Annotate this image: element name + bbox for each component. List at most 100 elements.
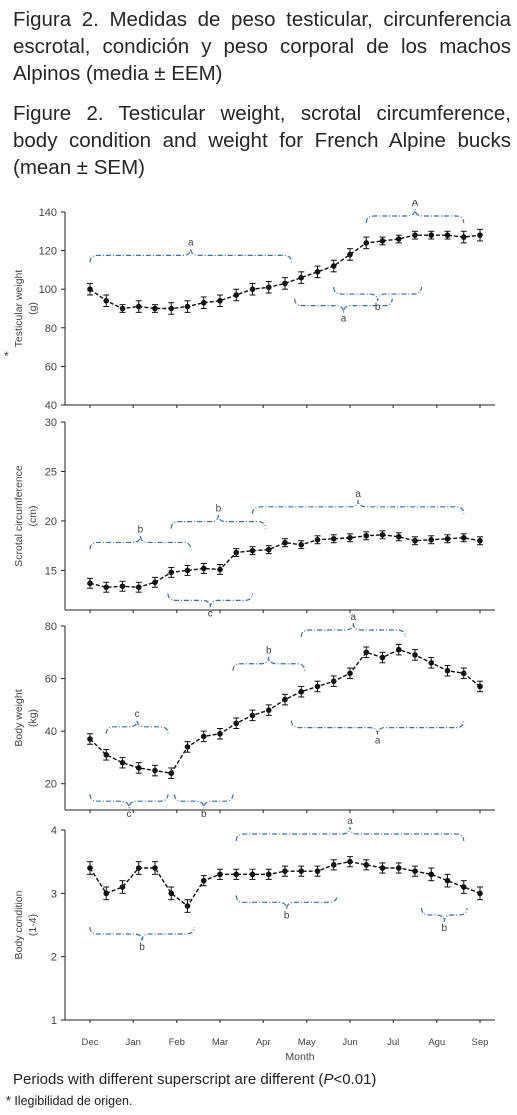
y-tick-label: 1	[51, 1015, 57, 1027]
data-point	[330, 535, 337, 542]
y-axis-unit: (cm)	[27, 506, 39, 527]
significance-brace	[235, 826, 465, 842]
y-axis-title: Body condition	[13, 890, 25, 959]
data-point	[395, 236, 402, 242]
y-tick-label: 40	[45, 400, 57, 412]
y-axis-unit: (1-4)	[27, 914, 39, 936]
data-point	[103, 297, 110, 304]
data-point	[152, 865, 158, 871]
data-point	[330, 263, 337, 269]
data-point	[298, 868, 305, 874]
data-point	[168, 569, 175, 576]
data-point	[168, 770, 175, 776]
data-point	[379, 238, 386, 244]
data-point	[379, 532, 386, 538]
y-tick-label: 30	[45, 417, 57, 429]
significance-brace	[290, 720, 465, 735]
data-point	[184, 303, 191, 310]
significance-brace	[420, 907, 468, 923]
brace-label: a	[188, 237, 194, 248]
data-point	[265, 284, 272, 291]
data-point	[119, 305, 126, 312]
data-point	[363, 862, 370, 868]
data-point	[233, 549, 240, 556]
significance-footnote: Periods with different superscript are d…	[13, 1071, 376, 1088]
brace-label: c	[127, 809, 132, 820]
significance-brace	[89, 535, 192, 550]
data-point	[249, 286, 256, 292]
data-point	[282, 868, 288, 874]
data-point	[119, 759, 126, 766]
data-point	[282, 696, 288, 703]
series-line	[89, 234, 481, 310]
data-point	[184, 903, 191, 909]
data-point	[152, 579, 158, 586]
brace-label: b	[266, 646, 272, 657]
data-point	[444, 877, 451, 884]
y-axis-title: Body weight	[13, 689, 25, 746]
data-point	[217, 730, 223, 737]
significance-brace	[167, 593, 254, 608]
brace-label: b	[284, 910, 290, 921]
data-point	[135, 303, 142, 310]
data-point	[282, 539, 288, 546]
data-point	[217, 871, 223, 878]
data-point	[200, 565, 207, 572]
data-point	[298, 274, 305, 281]
brace-label: a	[341, 314, 347, 325]
significance-brace	[173, 794, 234, 809]
data-point	[168, 890, 175, 897]
caption-spanish: Figura 2. Medidas de peso testicular, ci…	[13, 8, 511, 85]
data-point	[87, 286, 93, 292]
data-point	[152, 767, 158, 774]
brace-label: a	[355, 489, 361, 500]
data-point	[428, 871, 435, 878]
brace-label: c	[135, 709, 140, 720]
brace-label: a	[347, 816, 353, 827]
significance-brace	[294, 298, 393, 313]
y-tick-label: 3	[51, 888, 57, 900]
data-point	[477, 683, 483, 690]
brace-label: b	[216, 504, 222, 515]
data-point	[87, 736, 93, 742]
data-point	[460, 884, 467, 890]
data-point	[379, 865, 386, 871]
data-point	[168, 305, 175, 312]
data-point	[265, 871, 272, 878]
data-point	[103, 890, 110, 897]
data-point	[87, 580, 93, 587]
data-point	[379, 654, 386, 661]
data-point	[412, 868, 418, 874]
chart-panel-4: 1 2 3 4 Body condition (1-4) b a b b	[13, 816, 495, 1027]
data-point	[103, 584, 110, 591]
data-point	[233, 292, 240, 298]
brace-label: a	[350, 612, 356, 623]
data-point	[135, 765, 142, 771]
data-point	[330, 862, 337, 868]
y-tick-label: 4	[51, 825, 57, 837]
brace-label: A	[412, 200, 419, 209]
data-point	[395, 533, 402, 540]
y-tick-label: 20	[45, 779, 57, 791]
brace-label: b	[201, 809, 207, 820]
significance-brace	[89, 926, 195, 942]
data-point	[428, 536, 435, 543]
data-point	[314, 536, 321, 543]
data-point	[460, 670, 467, 677]
data-point	[184, 567, 191, 574]
data-point	[477, 232, 483, 238]
footnote-pre: Periods with different superscript are d…	[13, 1071, 324, 1088]
data-point	[298, 688, 305, 695]
data-point	[233, 871, 240, 878]
data-point	[347, 858, 353, 865]
data-point	[314, 683, 321, 690]
series-line	[89, 648, 481, 774]
brace-label: b	[138, 524, 144, 535]
data-point	[103, 752, 110, 758]
significance-brace	[232, 656, 306, 671]
y-tick-label: 60	[45, 674, 57, 686]
data-point	[265, 707, 272, 713]
data-point	[395, 646, 402, 653]
data-point	[428, 660, 435, 666]
